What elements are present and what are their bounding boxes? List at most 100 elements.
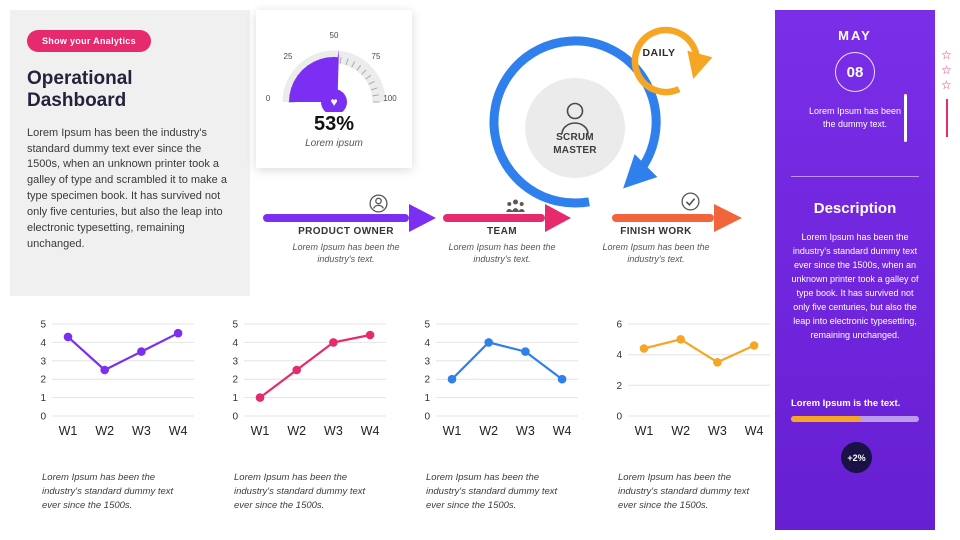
svg-text:2: 2: [232, 375, 238, 386]
person-icon: [561, 102, 589, 135]
gauge-tick-50: 50: [329, 31, 339, 40]
gauge-value: 53%: [313, 113, 355, 135]
svg-text:4: 4: [616, 350, 622, 361]
gauge-caption: Lorem ipsum: [305, 138, 363, 149]
intro-panel: Show your Analytics Operational Dashboar…: [10, 10, 250, 296]
svg-text:1: 1: [424, 393, 430, 404]
svg-text:W4: W4: [169, 424, 188, 438]
gauge-chart: ♥: [282, 49, 386, 112]
scrum-cycle-diagram: [489, 26, 713, 208]
finish-work-arrow: [612, 214, 714, 222]
svg-text:W1: W1: [251, 424, 270, 438]
svg-text:W3: W3: [132, 424, 151, 438]
step-caption-product-owner: Lorem Ipsum has been the industry's text…: [292, 242, 400, 265]
gauge-tick-75: 75: [371, 52, 381, 61]
gauge-tick-25: 25: [283, 52, 293, 61]
svg-text:W4: W4: [745, 424, 764, 438]
svg-text:W2: W2: [287, 424, 306, 438]
svg-text:0: 0: [616, 412, 622, 423]
product-owner-arrow-head: [409, 204, 436, 232]
chart-caption-1: Lorem Ipsum has been the industry's stan…: [42, 472, 174, 511]
trend-chart-blue: 0 1 2 3 4 5 W1 W2 W3 W4: [424, 320, 578, 438]
chart-card-2: 0 1 2 3 4 5 W1 W2 W3 W4 Lorem Ipsum has been the …: [222, 316, 402, 512]
svg-text:W1: W1: [59, 424, 78, 438]
scrum-master-label: SCRUM MASTER: [553, 132, 597, 156]
step-label-team: TEAM: [487, 226, 517, 237]
person-circle-icon: [369, 194, 388, 213]
product-owner-arrow: [263, 214, 409, 222]
percent-badge: +2%: [841, 442, 872, 473]
team-icon: [506, 199, 525, 212]
day-number: 08: [846, 63, 864, 81]
svg-text:5: 5: [232, 320, 238, 331]
svg-text:4: 4: [232, 338, 238, 349]
svg-text:4: 4: [40, 338, 46, 349]
gauge-tick-100: 100: [383, 94, 397, 103]
step-label-finish-work: FINISH WORK: [620, 226, 692, 237]
decorative-line: [946, 99, 948, 137]
svg-text:3: 3: [232, 356, 238, 367]
description-title: Description: [813, 200, 897, 217]
step-caption-team: Lorem Ipsum has been the industry's text…: [448, 242, 556, 265]
trend-chart-pink: 0 1 2 3 4 5 W1 W2 W3 W4: [232, 320, 386, 438]
step-caption-finish-work: Lorem Ipsum has been the industry's text…: [602, 242, 710, 265]
svg-text:2: 2: [424, 375, 430, 386]
svg-text:2: 2: [616, 381, 622, 392]
svg-text:W4: W4: [553, 424, 572, 438]
team-arrow-head: [545, 204, 571, 232]
svg-text:W2: W2: [95, 424, 114, 438]
star-icon: ☆: [941, 78, 952, 92]
trend-chart-purple: 0 1 2 3 4 5 W1 W2 W3 W4: [40, 320, 194, 438]
svg-text:5: 5: [40, 320, 46, 331]
scrum-master-circle: [525, 78, 625, 178]
show-analytics-button[interactable]: Show your Analytics: [27, 30, 151, 52]
month-label: MAY: [838, 28, 872, 43]
chart-caption-3: Lorem Ipsum has been the industry's stan…: [426, 472, 558, 511]
svg-text:5: 5: [424, 320, 430, 331]
progress-fill: [791, 416, 862, 422]
svg-text:W3: W3: [516, 424, 535, 438]
page-title: Operational Dashboard: [27, 68, 133, 112]
svg-text:0: 0: [424, 412, 430, 423]
finish-work-arrow-head: [714, 204, 742, 232]
chart-caption-2: Lorem Ipsum has been the industry's stan…: [234, 472, 366, 511]
date-caption: Lorem Ipsum has been the dummy text.: [808, 106, 902, 130]
step-label-product-owner: PRODUCT OWNER: [298, 226, 394, 237]
svg-text:1: 1: [40, 393, 46, 404]
svg-text:W4: W4: [361, 424, 380, 438]
svg-text:W3: W3: [708, 424, 727, 438]
gauge-card: ♥ 0 25 50 75 100 53% Lorem ipsum: [256, 10, 412, 168]
svg-text:0: 0: [40, 412, 46, 423]
day-badge: 08: [835, 52, 875, 92]
sprint-cycle-arrow: [489, 36, 661, 208]
star-icon: ☆: [941, 63, 952, 77]
trend-chart-orange: 0 2 4 6 W1 W2 W3 W4: [616, 320, 770, 438]
panel-side-bar: [904, 94, 907, 142]
svg-text:W2: W2: [671, 424, 690, 438]
svg-text:3: 3: [40, 356, 46, 367]
svg-text:0: 0: [232, 412, 238, 423]
svg-text:W2: W2: [479, 424, 498, 438]
star-icon: ☆: [941, 48, 952, 62]
team-arrow: [443, 214, 545, 222]
chart-caption-4: Lorem Ipsum has been the industry's stan…: [618, 472, 750, 511]
description-paragraph: Lorem Ipsum has been the industry's stan…: [791, 232, 919, 340]
daily-cycle-arrow: [631, 26, 713, 96]
rating-stars: ☆ ☆ ☆: [941, 48, 952, 93]
svg-text:♥: ♥: [330, 95, 337, 109]
date-description-panel: MAY 08 Lorem Ipsum has been the dummy te…: [775, 10, 935, 530]
progress-label: Lorem Ipsum is the text.: [791, 398, 901, 409]
svg-text:6: 6: [616, 320, 622, 331]
svg-text:2: 2: [40, 375, 46, 386]
svg-text:1: 1: [232, 393, 238, 404]
progress-bar: [791, 416, 919, 422]
svg-text:4: 4: [424, 338, 430, 349]
chart-card-4: 0 2 4 6 W1 W2 W3 W4 Lorem Ipsum has been the in…: [606, 316, 786, 512]
percent-badge-label: +2%: [847, 452, 866, 463]
check-circle-icon: [681, 192, 700, 211]
daily-label: DAILY: [642, 47, 676, 59]
intro-paragraph: Lorem Ipsum has been the industry's stan…: [27, 126, 227, 250]
svg-text:W3: W3: [324, 424, 343, 438]
svg-text:W1: W1: [443, 424, 462, 438]
chart-card-3: 0 1 2 3 4 5 W1 W2 W3 W4 Lorem Ipsum has been the …: [414, 316, 594, 512]
